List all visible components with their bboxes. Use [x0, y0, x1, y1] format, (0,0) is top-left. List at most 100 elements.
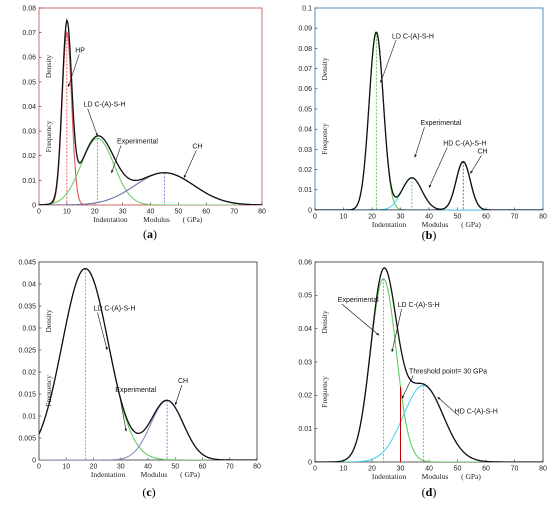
annotation-arrow: [437, 396, 459, 416]
y-axis-label: Density: [320, 310, 329, 334]
x-axis-label: Indentation: [372, 220, 406, 229]
y-tick-label: 0.02: [22, 153, 36, 160]
curves: [39, 267, 257, 460]
y-tick-label: 0.04: [298, 127, 312, 134]
annotation-label: Threshold point= 30 GPa: [409, 369, 487, 376]
component-curve: [39, 30, 262, 205]
annotation-arrow: [174, 384, 183, 406]
x-tick-label: 0: [37, 209, 41, 216]
y-tick-label: 0.03: [22, 325, 36, 332]
y-axis-label: Density: [44, 309, 53, 333]
x-tick-label: 20: [91, 209, 99, 216]
annotation-arrowhead: [105, 347, 108, 350]
annotation-arrow: [111, 145, 122, 174]
y-tick-label: 0.07: [22, 30, 36, 37]
panel-caption: (d): [422, 485, 437, 499]
y-tick-label: 0.01: [22, 178, 36, 185]
x-tick-label: 10: [63, 209, 71, 216]
x-tick-label: 10: [340, 466, 348, 473]
experimental-curve: [315, 267, 543, 462]
chart-panel: 0 10 20 30 40 50 60 70 80 0 0.005 0.01 0.015 0.02 0.02…: [18, 259, 261, 499]
x-tick-label: 0: [37, 464, 41, 471]
panel-caption: (b): [422, 228, 437, 242]
y-tick-label: 0.05: [22, 79, 36, 86]
annotation-label: LD C-(A)-S-H: [84, 102, 126, 109]
annotation-label: CH: [192, 143, 202, 150]
x-axis-label: ( GPa): [461, 220, 481, 229]
x-tick-label: 10: [340, 214, 348, 221]
annotation-arrow: [87, 108, 98, 137]
annotation-arrowhead: [391, 349, 394, 352]
x-tick-label: 30: [117, 464, 125, 471]
x-tick-label: 40: [425, 466, 433, 473]
x-tick-label: 20: [368, 214, 376, 221]
x-axis-label: ( GPa): [461, 472, 481, 481]
x-tick-label: 80: [258, 209, 266, 216]
y-axis-label: Frequency: [44, 375, 53, 407]
x-tick-label: 50: [171, 464, 179, 471]
x-axis-label: ( GPa): [180, 470, 200, 479]
x-axis-label: Modulus: [422, 220, 449, 229]
y-axis-label: Density: [44, 55, 53, 79]
annotation-arrow: [97, 312, 108, 351]
annotation-arrowhead: [174, 402, 178, 405]
plot-frame: [314, 261, 544, 463]
annotation-label: Experimental: [420, 120, 461, 127]
x-tick-label: 50: [454, 214, 462, 221]
experimental-curve: [315, 31, 543, 210]
y-axis-label: Frequency: [44, 120, 53, 152]
annotation-arrowhead: [380, 79, 383, 83]
x-axis-label: Modulus: [143, 215, 170, 224]
y-axis-label: Frequency: [320, 376, 329, 408]
x-axis-label: Indentation: [93, 215, 127, 224]
annotation-label: LD C-(A)-S-H: [398, 302, 440, 309]
y-tick-label: 0: [32, 457, 36, 464]
annotation-label: CH: [477, 148, 487, 155]
x-axis-label: Modulus: [422, 472, 449, 481]
x-tick-label: 40: [147, 209, 155, 216]
y-tick-label: 0.005: [18, 435, 36, 442]
x-tick-label: 70: [511, 214, 519, 221]
chart-panel: 0 10 20 30 40 50 60 70 80 0 0.01 0.02 0.03 0.04 0.05 0.…: [298, 5, 547, 242]
y-axis-label: Frequency: [320, 123, 329, 155]
y-tick-label: 0: [32, 202, 36, 209]
annotation-arrowhead: [428, 184, 432, 188]
y-tick-label: 0.09: [298, 26, 312, 33]
annotation-arrow: [414, 127, 425, 158]
x-tick-label: 20: [90, 464, 98, 471]
annotation-arrow: [183, 150, 197, 179]
annotation-label: LD C-(A)-S-H: [392, 33, 434, 40]
y-tick-label: 0.03: [22, 129, 36, 136]
y-tick-label: 0.04: [22, 104, 36, 111]
x-tick-label: 50: [454, 466, 462, 473]
annotation-arrow: [470, 155, 482, 174]
annotation-arrow: [341, 303, 380, 336]
annotation-arrowhead: [183, 174, 187, 178]
y-tick-label: 0.02: [298, 393, 312, 400]
experimental-curve: [39, 18, 262, 205]
annotation-arrowhead: [67, 83, 71, 87]
y-tick-label: 0.02: [298, 167, 312, 174]
annotation-label: CH: [178, 378, 188, 385]
x-tick-label: 80: [539, 466, 547, 473]
chart-panel: 0 10 20 30 40 50 60 70 80 0 0.01 0.02 0.03 0.04 0.05 0.…: [22, 5, 266, 241]
annotation-label: HD C-(A)-S-H: [455, 409, 498, 416]
y-tick-label: 0.04: [22, 281, 36, 288]
component-curve: [39, 137, 262, 205]
y-tick-label: 0.07: [298, 66, 312, 73]
curves: [315, 267, 543, 462]
annotation-label: Experimental: [117, 138, 158, 145]
x-tick-label: 50: [174, 209, 182, 216]
y-tick-label: 0.06: [298, 86, 312, 93]
y-tick-label: 0.01: [298, 187, 312, 194]
plot-frame: [314, 7, 544, 211]
annotation-label: HD C-(A)-S-H: [443, 140, 486, 147]
curves: [315, 31, 543, 210]
y-axis-label: Density: [320, 57, 329, 81]
y-tick-label: 0.06: [298, 259, 312, 266]
annotation-arrowhead: [401, 395, 405, 399]
y-tick-label: 0.03: [298, 359, 312, 366]
y-tick-label: 0: [308, 459, 312, 466]
x-axis-label: Indentation: [91, 470, 125, 479]
